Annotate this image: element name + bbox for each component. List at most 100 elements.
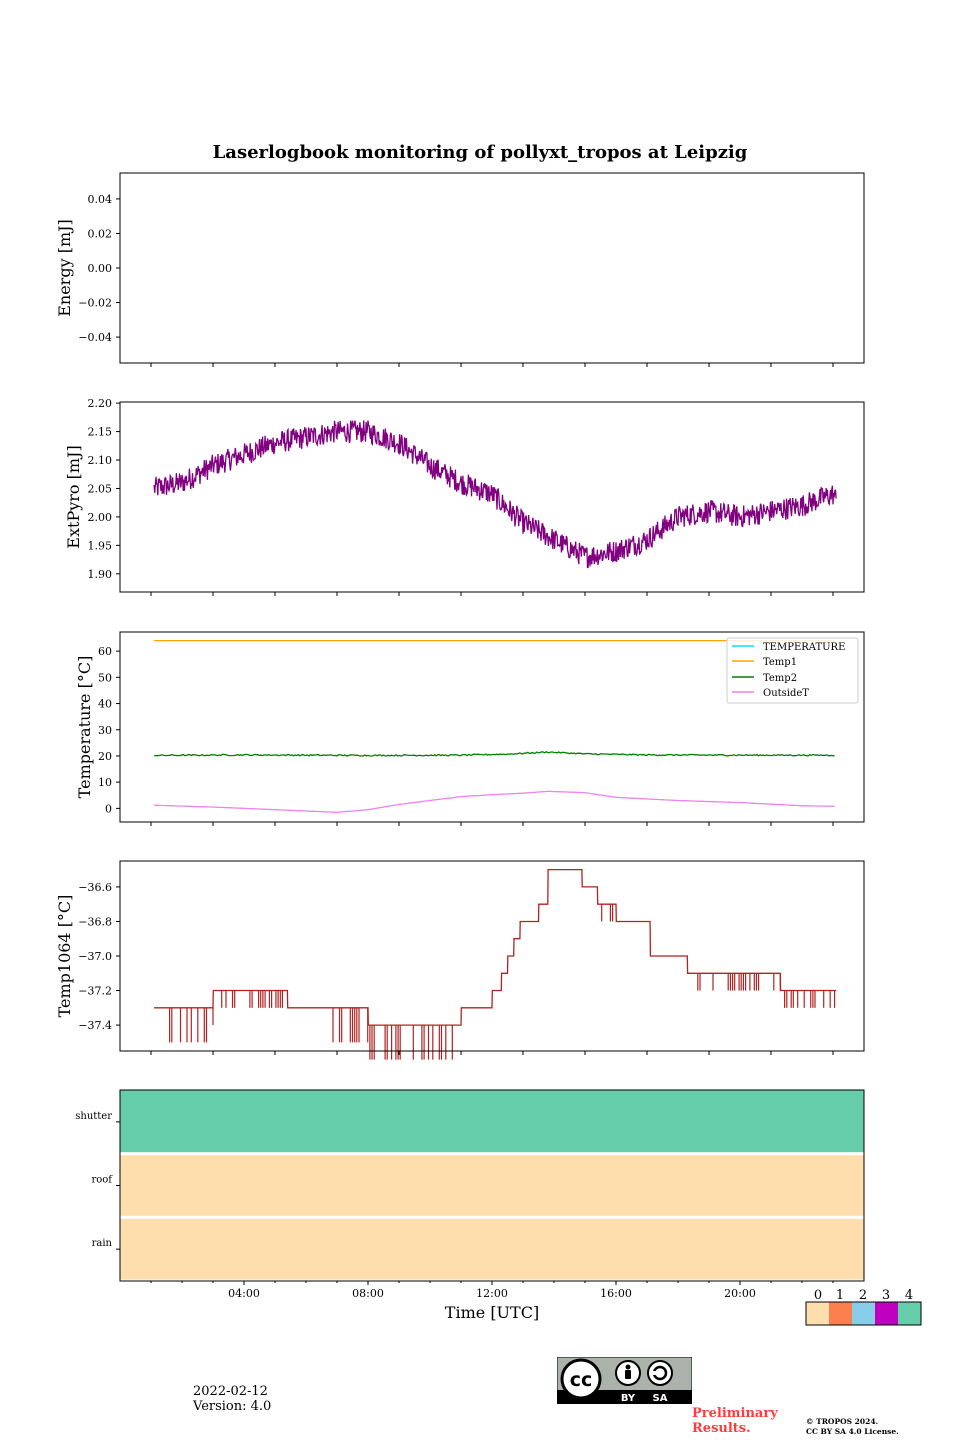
- series-group: [153, 420, 837, 569]
- attribution-person-icon: [615, 1360, 641, 1386]
- y-tick-label: 2.00: [88, 511, 113, 524]
- share-alike-icon: [647, 1360, 673, 1386]
- status-row-rain: [120, 1218, 864, 1280]
- y-tick-label: 2.05: [88, 482, 113, 495]
- y-tick-label: 30: [98, 724, 112, 737]
- panel-status: shutter roof rain 04:00 08:00 12:00 16:00 20:0…: [75, 1089, 865, 1322]
- y-tick-label: 0.00: [88, 262, 113, 275]
- preliminary-results-note: Preliminary Results.: [692, 1406, 778, 1436]
- y-tick-label: 10: [98, 776, 112, 789]
- series-line-extpyro: [153, 420, 837, 569]
- y-ticks: 2.20 2.15 2.10 2.05 2.00 1.95 1.90: [88, 397, 120, 581]
- panel-temperature: 60 50 40 30 20 10 0 Temperature [°C] TEMPERATU…: [75, 631, 865, 826]
- y-tick-label: −0.04: [78, 331, 112, 344]
- colorbar-cell-2: [852, 1302, 875, 1325]
- series-group: [153, 639, 835, 813]
- y-tick-label: −37.4: [78, 1019, 112, 1032]
- y-ticks: 60 50 40 30 20 10 0: [98, 645, 120, 815]
- x-ticks: [150, 592, 834, 596]
- y-axis-label: ExtPyro [mJ]: [64, 445, 83, 548]
- figure-title: Laserlogbook monitoring of pollyxt_tropo…: [213, 142, 748, 163]
- y-axis-label: Temperature [°C]: [75, 656, 94, 799]
- status-rows: [120, 1090, 864, 1280]
- y-tick-label: 40: [98, 698, 112, 711]
- status-row-label: roof: [91, 1175, 113, 1186]
- status-row-label: rain: [92, 1238, 113, 1249]
- colorbar-label: 0: [814, 1288, 822, 1303]
- y-tick-label: 0.04: [88, 193, 113, 206]
- colorbar-label: 1: [836, 1288, 844, 1303]
- preliminary-line-1: Preliminary: [692, 1406, 778, 1421]
- y-tick-label: 2.10: [88, 454, 113, 467]
- y-tick-label: 2.20: [88, 397, 113, 410]
- y-tick-label: 50: [98, 671, 112, 684]
- legend-label: OutsideT: [763, 688, 809, 699]
- panel-energy: 0.04 0.02 0.00 −0.02 −0.04 Energy [mJ]: [55, 172, 865, 367]
- y-tick-label: 20: [98, 750, 112, 763]
- panel-extpyro: 2.20 2.15 2.10 2.05 2.00 1.95 1.90 ExtPyro [mJ…: [64, 397, 865, 596]
- cc-by-sa-badge: cc BY SA: [557, 1357, 692, 1404]
- copyright-line-2: CC BY SA 4.0 License.: [806, 1427, 899, 1436]
- version-text: Version: 4.0: [193, 1399, 272, 1414]
- svg-text:cc: cc: [570, 1369, 593, 1391]
- colorbar-label: 2: [859, 1288, 867, 1303]
- series-line-outsidet: [154, 790, 835, 813]
- y-tick-label: −36.8: [78, 915, 112, 928]
- cc-logo-icon: cc: [560, 1358, 602, 1400]
- y-ticks: −36.6 −36.8 −37.0 −37.2 −37.4: [78, 881, 120, 1032]
- y-tick-label: −36.6: [78, 881, 112, 894]
- y-tick-label: −37.2: [78, 985, 112, 998]
- colorbar-label: 4: [905, 1288, 913, 1303]
- legend-label: Temp1: [763, 657, 797, 668]
- series-line-temp2: [153, 750, 835, 757]
- x-ticks: [150, 363, 834, 367]
- status-row-roof: [120, 1155, 864, 1216]
- series-group: [154, 868, 837, 1060]
- y-tick-label: 0: [105, 802, 112, 815]
- colorbar-cell-4: [898, 1302, 921, 1325]
- x-tick-label: 16:00: [600, 1287, 632, 1300]
- series-line-temp1064: [154, 868, 837, 1026]
- colorbar-cell-3: [875, 1302, 898, 1325]
- legend-frame: [726, 637, 859, 704]
- colorbar-cell-0: [806, 1302, 829, 1325]
- panel-frame: [119, 172, 865, 364]
- y-axis-label: Temp1064 [°C]: [55, 895, 74, 1018]
- x-ticks: 04:00 08:00 12:00 16:00 20:00: [150, 1281, 834, 1300]
- panel-frame: [119, 860, 865, 1052]
- date-text: 2022-02-12: [193, 1384, 268, 1399]
- x-tick-label: 04:00: [228, 1287, 260, 1300]
- legend-label: TEMPERATURE: [763, 642, 845, 653]
- y-tick-label: 2.15: [88, 426, 113, 439]
- legend-label: Temp2: [763, 673, 797, 684]
- status-row-label: shutter: [75, 1111, 112, 1122]
- x-tick-label: 20:00: [724, 1287, 756, 1300]
- x-ticks: [150, 1051, 834, 1055]
- y-tick-label: 1.90: [88, 568, 113, 581]
- colorbar-label: 3: [882, 1288, 890, 1303]
- status-row-shutter: [120, 1090, 864, 1153]
- legend: TEMPERATURE Temp1 Temp2 OutsideT: [726, 637, 859, 704]
- copyright-line-1: © TROPOS 2024.: [806, 1417, 879, 1426]
- y-tick-label: 1.95: [88, 539, 113, 552]
- cc-by-label: BY: [621, 1393, 636, 1404]
- x-tick-label: 12:00: [476, 1287, 508, 1300]
- y-tick-label: 0.02: [88, 227, 113, 240]
- y-tick-label: 60: [98, 645, 112, 658]
- panel-frame: [119, 631, 865, 823]
- x-ticks: [150, 822, 834, 826]
- preliminary-line-2: Results.: [692, 1421, 751, 1436]
- panel-temp1064: −36.6 −36.8 −37.0 −37.2 −37.4 Temp1064 [°C]: [55, 860, 865, 1060]
- cc-sa-label: SA: [653, 1393, 668, 1404]
- y-ticks: shutter roof rain: [75, 1111, 120, 1250]
- colorbar-cell-1: [829, 1302, 852, 1325]
- y-axis-label: Energy [mJ]: [55, 219, 74, 317]
- copyright-note: © TROPOS 2024. CC BY SA 4.0 License.: [806, 1417, 899, 1437]
- y-tick-label: −0.02: [78, 297, 112, 310]
- x-tick-label: 08:00: [352, 1287, 384, 1300]
- y-tick-label: −37.0: [78, 950, 112, 963]
- colorbar-frame: [805, 1301, 922, 1326]
- y-ticks: 0.04 0.02 0.00 −0.02 −0.04: [78, 193, 120, 344]
